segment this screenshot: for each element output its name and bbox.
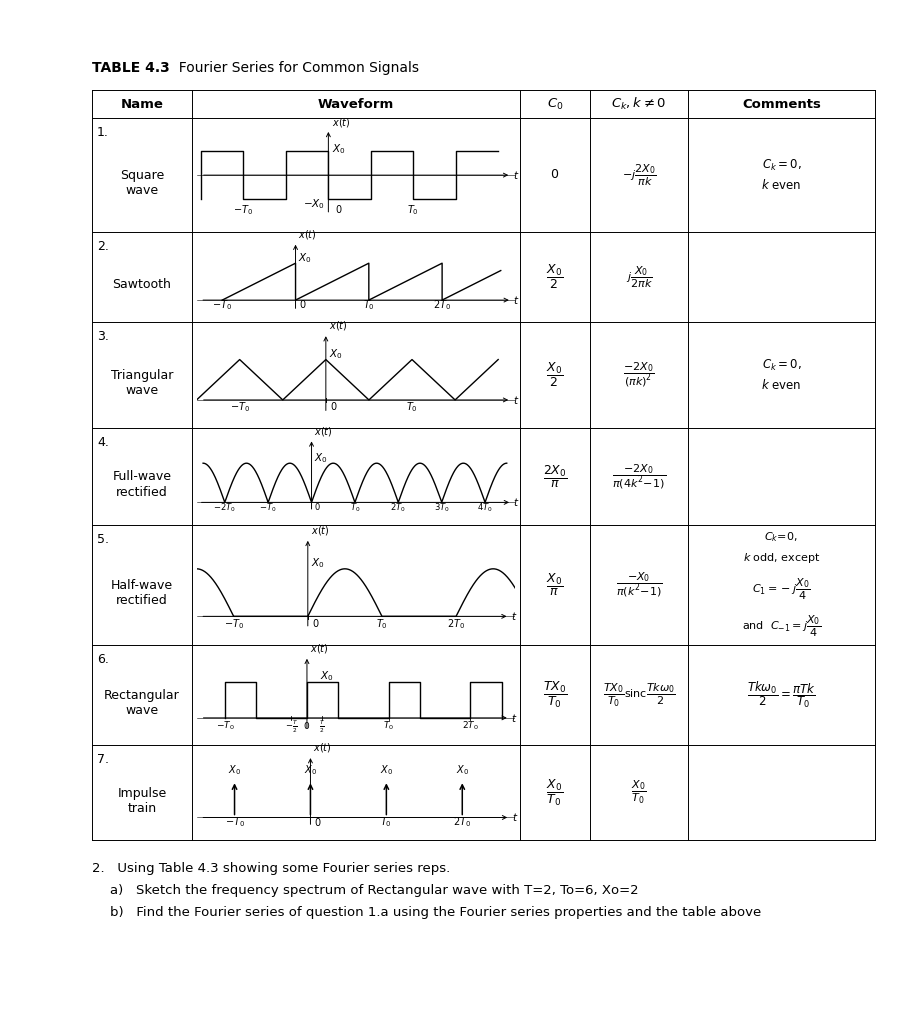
- Text: $0$: $0$: [311, 616, 319, 629]
- Text: $-T_0$: $-T_0$: [212, 298, 232, 312]
- Text: Waveform: Waveform: [318, 97, 394, 111]
- Text: $\dfrac{TX_0}{T_0}$: $\dfrac{TX_0}{T_0}$: [543, 680, 567, 710]
- Text: $T_0$: $T_0$: [406, 400, 418, 414]
- Text: $0$: $0$: [299, 298, 307, 310]
- Text: $0$: $0$: [335, 203, 342, 215]
- Text: $-2T_0$: $-2T_0$: [213, 501, 236, 514]
- Text: $C_k = 0,$
$k$ even: $C_k = 0,$ $k$ even: [761, 158, 801, 193]
- Text: $-X_0$: $-X_0$: [303, 198, 325, 211]
- Text: $C_k = 0,$
$k$ even: $C_k = 0,$ $k$ even: [761, 357, 801, 392]
- Text: $\dfrac{X_0}{2}$: $\dfrac{X_0}{2}$: [546, 361, 564, 389]
- Text: $t$: $t$: [513, 169, 520, 181]
- Text: $t$: $t$: [513, 497, 520, 508]
- Text: Triangular
wave: Triangular wave: [111, 369, 174, 397]
- Text: $x(t)$: $x(t)$: [313, 741, 332, 755]
- Text: $0$: $0$: [551, 169, 560, 181]
- Text: $t$: $t$: [513, 394, 520, 406]
- Text: 3.: 3.: [97, 330, 109, 343]
- Text: $-T_0$: $-T_0$: [225, 816, 244, 829]
- Text: $-T_0$: $-T_0$: [233, 203, 253, 217]
- Text: $2T_0$: $2T_0$: [390, 501, 406, 514]
- Text: $x(t)$: $x(t)$: [314, 425, 332, 437]
- Text: $\dfrac{X_0}{T_0}$: $\dfrac{X_0}{T_0}$: [632, 779, 646, 806]
- Text: 1.: 1.: [97, 126, 109, 139]
- Text: $0$: $0$: [303, 720, 310, 731]
- Text: Sawtooth: Sawtooth: [113, 279, 172, 292]
- Text: $t$: $t$: [513, 294, 520, 306]
- Text: $\dfrac{-X_0}{\pi(k^2\!-\!1)}$: $\dfrac{-X_0}{\pi(k^2\!-\!1)}$: [615, 571, 663, 599]
- Text: $T_0$: $T_0$: [350, 501, 360, 514]
- Text: Comments: Comments: [742, 97, 821, 111]
- Text: Full-wave
rectified: Full-wave rectified: [113, 470, 172, 499]
- Text: $X_0$: $X_0$: [455, 764, 469, 777]
- Text: Rectangular
wave: Rectangular wave: [104, 689, 180, 717]
- Text: $x(t)$: $x(t)$: [298, 228, 317, 241]
- Text: $C_0$: $C_0$: [547, 96, 564, 112]
- Text: $X_0$: $X_0$: [298, 251, 312, 265]
- Text: $X_0$: $X_0$: [228, 764, 241, 777]
- Text: 2.   Using Table 4.3 showing some Fourier series reps.: 2. Using Table 4.3 showing some Fourier …: [92, 862, 450, 874]
- Text: $\dfrac{X_0}{T_0}$: $\dfrac{X_0}{T_0}$: [546, 777, 564, 808]
- Text: $T_0$: $T_0$: [376, 616, 388, 631]
- Text: $\dfrac{X_0}{\pi}$: $\dfrac{X_0}{\pi}$: [546, 572, 564, 598]
- Text: $\dfrac{Tk\omega_0}{2} = \dfrac{\pi Tk}{T_0}$: $\dfrac{Tk\omega_0}{2} = \dfrac{\pi Tk}{…: [747, 680, 816, 711]
- Text: b)   Find the Fourier series of question 1.a using the Fourier series properties: b) Find the Fourier series of question 1…: [110, 906, 761, 919]
- Text: 2.: 2.: [97, 240, 109, 253]
- Text: Fourier Series for Common Signals: Fourier Series for Common Signals: [170, 61, 419, 75]
- Text: $X_0$: $X_0$: [330, 347, 343, 360]
- Text: $2T_0$: $2T_0$: [447, 616, 465, 631]
- Text: $C_k, k \neq 0$: $C_k, k \neq 0$: [611, 96, 666, 112]
- Text: a)   Sketch the frequency spectrum of Rectangular wave with T=2, To=6, Xo=2: a) Sketch the frequency spectrum of Rect…: [110, 884, 639, 897]
- Text: $x(t)$: $x(t)$: [330, 319, 348, 333]
- Text: $T_0$: $T_0$: [363, 298, 375, 312]
- Text: $-j\dfrac{2X_0}{\pi k}$: $-j\dfrac{2X_0}{\pi k}$: [621, 163, 656, 187]
- Text: Impulse
train: Impulse train: [118, 786, 167, 814]
- Text: $3T_0$: $3T_0$: [434, 501, 450, 514]
- Text: $X_0$: $X_0$: [304, 764, 317, 777]
- Text: $X_0$: $X_0$: [314, 452, 328, 465]
- Text: $t$: $t$: [511, 610, 518, 623]
- Text: $\frac{T}{2}$: $\frac{T}{2}$: [319, 718, 326, 734]
- Text: $j\dfrac{X_0}{2\pi k}$: $j\dfrac{X_0}{2\pi k}$: [625, 264, 653, 290]
- Text: $0$: $0$: [330, 400, 338, 412]
- Text: $4T_0$: $4T_0$: [477, 501, 493, 514]
- Text: 6.: 6.: [97, 653, 109, 666]
- Text: $t$: $t$: [511, 811, 518, 823]
- Text: 5.: 5.: [97, 534, 109, 546]
- Text: $T_0$: $T_0$: [383, 720, 394, 732]
- Text: $-T_0$: $-T_0$: [224, 616, 243, 631]
- Text: $-T_0$: $-T_0$: [216, 720, 234, 732]
- Text: $X_0$: $X_0$: [319, 669, 333, 683]
- Text: $-T_0$: $-T_0$: [260, 501, 277, 514]
- Text: $\dfrac{2X_0}{\pi}$: $\dfrac{2X_0}{\pi}$: [543, 464, 567, 489]
- Text: 7.: 7.: [97, 753, 109, 766]
- Text: $C_k\!=\!0,$
$k$ odd, except
$C_1 = -j\dfrac{X_0}{4}$
and  $C_{-1} = j\dfrac{X_0: $C_k\!=\!0,$ $k$ odd, except $C_1 = -j\d…: [742, 530, 821, 639]
- Text: $0$: $0$: [314, 501, 320, 512]
- Text: $x(t)$: $x(t)$: [331, 116, 351, 129]
- Text: $X_0$: $X_0$: [380, 764, 393, 777]
- Text: Square
wave: Square wave: [120, 169, 164, 197]
- Text: $2T_0$: $2T_0$: [433, 298, 451, 312]
- Text: $\dfrac{TX_0}{T_0}\mathrm{sinc}\dfrac{Tk\omega_0}{2}$: $\dfrac{TX_0}{T_0}\mathrm{sinc}\dfrac{Tk…: [602, 681, 676, 709]
- Text: $X_0$: $X_0$: [311, 556, 324, 569]
- Text: $T_0$: $T_0$: [408, 203, 420, 217]
- Text: $\dfrac{X_0}{2}$: $\dfrac{X_0}{2}$: [546, 263, 564, 291]
- Text: $\dfrac{-2X_0}{\pi(4k^2\!-\!1)}$: $\dfrac{-2X_0}{\pi(4k^2\!-\!1)}$: [612, 463, 666, 490]
- Text: $-\frac{T}{2}$: $-\frac{T}{2}$: [285, 718, 298, 734]
- Text: $\dfrac{-2X_0}{(\pi k)^2}$: $\dfrac{-2X_0}{(\pi k)^2}$: [623, 361, 655, 389]
- Text: $T_0$: $T_0$: [380, 816, 392, 829]
- Text: $-T_0$: $-T_0$: [230, 400, 250, 414]
- Text: Name: Name: [120, 97, 163, 111]
- Text: $2T_0$: $2T_0$: [453, 816, 471, 829]
- Text: Half-wave
rectified: Half-wave rectified: [111, 579, 174, 607]
- Text: $x(t)$: $x(t)$: [310, 642, 329, 655]
- Text: $0$: $0$: [314, 816, 321, 827]
- Text: $2T_0$: $2T_0$: [462, 720, 479, 732]
- Text: TABLE 4.3: TABLE 4.3: [92, 61, 170, 75]
- Text: $x(t)$: $x(t)$: [311, 524, 330, 537]
- Text: $t$: $t$: [511, 712, 518, 724]
- Text: $X_0$: $X_0$: [331, 141, 345, 156]
- Text: 4.: 4.: [97, 436, 109, 449]
